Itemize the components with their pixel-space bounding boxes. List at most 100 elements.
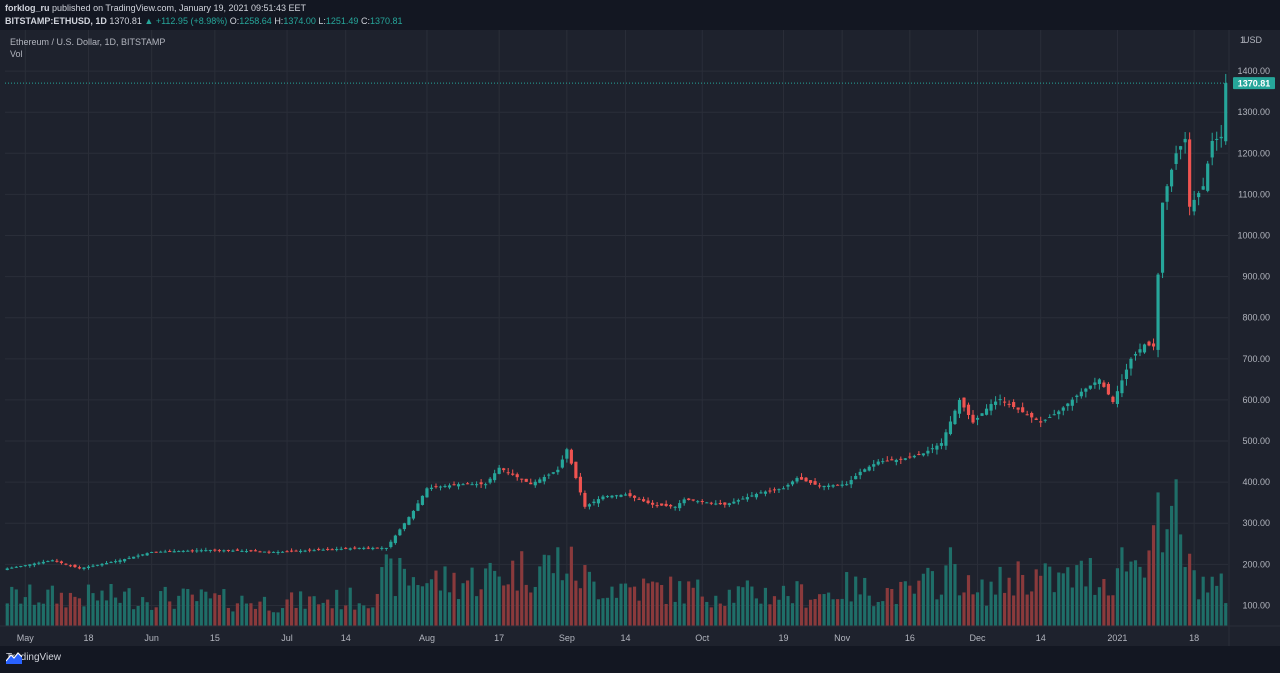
volume-bar [497,576,501,626]
volume-bar [723,605,727,626]
candle-body [240,550,244,552]
candle-body [1084,388,1088,392]
candle-body [1129,358,1133,369]
volume-bar [619,583,623,626]
volume-bar [1070,587,1074,626]
last-price-label: 1370.81 [1238,79,1271,89]
volume-bar [1165,529,1169,626]
volume-bar [339,609,343,626]
volume-bar [46,589,50,626]
candle-body [786,484,790,487]
candle-body [416,503,420,511]
time-tick-label: Jun [144,633,159,643]
volume-bar [957,595,962,626]
volume-bar [186,589,190,626]
volume-bar [867,595,871,626]
volume-bar [95,600,100,626]
tradingview-logo[interactable]: TradingView [6,652,61,664]
volume-bar [55,603,59,626]
volume-bar [827,592,831,626]
volume-bar [651,581,655,626]
candle-body [1147,341,1151,346]
candle-body [1097,379,1101,384]
candle-body [894,459,898,463]
volume-bar [614,597,619,626]
volume-bar [1102,578,1106,626]
change-text: ▲ +112.95 (+8.98%) [144,16,228,26]
volume-bar [836,599,840,626]
volume-bar [357,603,361,626]
price-scale-label: 1 [1240,35,1245,45]
publisher-name[interactable]: forklog_ru [5,3,50,13]
volume-bar [249,603,253,626]
volume-bar [271,612,276,626]
volume-bar [858,594,862,626]
candle-body [1016,407,1020,410]
volume-bar [5,603,9,626]
candle-body [443,485,447,487]
volume-bar [994,594,998,626]
volume-bar [1106,595,1110,626]
price-tick-label: 1400.00 [1237,66,1270,76]
volume-bar [678,581,682,626]
price-chart[interactable]: Ethereum / U.S. Dollar, 1D, BITSTAMP Vol… [0,30,1280,646]
volume-bar [628,587,632,626]
volume-bar [118,602,122,626]
candle-body [420,495,425,505]
vol-label: Vol [10,49,23,59]
volume-bar [520,551,524,626]
candle-body [714,503,718,505]
currency-label: USD [1243,35,1263,45]
volume-bar [470,567,474,626]
candle-body [127,557,131,559]
candle-body [204,550,208,552]
volume-bar [1097,587,1101,626]
candle-body [858,471,862,476]
candle-body [366,547,370,549]
volume-bar [750,586,754,626]
volume-bar [808,599,813,626]
volume-bar [578,588,582,626]
candle-body [966,404,971,416]
candle-body [745,497,749,500]
volume-bar [37,602,41,626]
volume-bar [104,600,109,626]
volume-bar [276,612,280,626]
chart-panel[interactable]: Ethereum / U.S. Dollar, 1D, BITSTAMP Vol… [0,30,1280,646]
price-axis[interactable]: 100.00 200.00 300.00 400.00 500.00 600.00 700.… [1228,30,1275,646]
candle-body [646,500,650,504]
candle-body [1102,382,1106,387]
candle-body [475,484,479,486]
volume-bar [407,585,411,626]
volume-bar [831,599,835,626]
candle-body [497,467,501,474]
low-label: L: [318,16,326,26]
volume-bar [100,590,104,626]
candle-body [68,565,73,567]
volume-bar [786,596,790,626]
time-axis[interactable]: May 18 Jun 15 Jul 14 Aug 17 Sep 14 Oct 19 Nov 16 Dec 14… [0,625,1280,643]
candle-body [1142,344,1147,353]
candle-body [556,469,560,473]
volume-bar [538,566,542,626]
candle-body [502,468,506,471]
volume-bar [1079,560,1083,626]
candle-body [673,506,677,508]
volume-bar [1129,561,1133,626]
volume-bar [912,593,916,626]
volume-bar [1170,505,1174,626]
candle-body [881,461,885,463]
volume-bar [1215,585,1219,626]
volume-bar [1003,592,1007,626]
candle-body [100,563,104,566]
price-tick-label: 1300.00 [1237,107,1270,117]
volume-bar [759,603,763,626]
volume-bar [465,580,470,626]
candle-body [781,488,786,490]
candle-body [574,461,578,479]
candle-body [280,551,285,553]
open-value: 1258.64 [239,16,272,26]
volume-bar [375,593,379,626]
volume-bar [601,598,605,626]
volume-bar [664,603,668,626]
